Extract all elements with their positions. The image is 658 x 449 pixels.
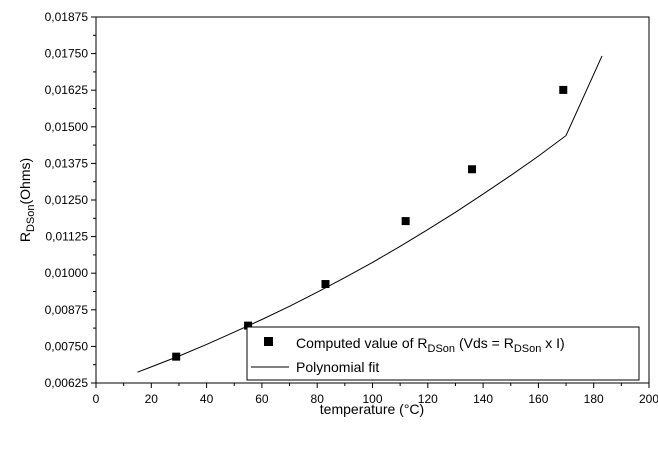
legend: Computed value of RDSon (Vds = RDSon x I… — [246, 326, 640, 381]
data-point-marker — [468, 165, 477, 174]
y-tick-label: 0,01750 — [45, 47, 89, 61]
x-tick-label: 180 — [584, 392, 604, 406]
data-point-marker — [321, 280, 330, 289]
x-tick-label: 120 — [418, 392, 438, 406]
legend-box — [246, 326, 640, 381]
x-tick-label: 40 — [200, 392, 214, 406]
x-tick-label: 80 — [311, 392, 325, 406]
y-axis-title: RDSon(Ohms) — [17, 158, 37, 242]
data-points — [172, 85, 568, 361]
x-tick-label: 200 — [639, 392, 658, 406]
x-tick-label: 20 — [145, 392, 159, 406]
data-point-marker — [559, 85, 568, 94]
y-axis: 0,00625 0,00750 0,00875 0,01000 0,01125 0,012… — [45, 10, 96, 390]
y-tick-label: 0,01250 — [45, 193, 89, 207]
x-tick-label: 0 — [93, 392, 100, 406]
y-tick-label: 0,00875 — [45, 303, 89, 317]
y-tick-label: 0,01625 — [45, 83, 89, 97]
polynomial-fit-line — [137, 55, 603, 373]
y-tick-label: 0,01125 — [46, 230, 89, 244]
legend-marker-square — [264, 337, 273, 346]
legend-label-fit: Polynomial fit — [296, 359, 379, 375]
y-tick-label: 0,00750 — [45, 339, 89, 353]
y-tick-label: 0,01000 — [45, 266, 89, 280]
data-point-marker — [401, 217, 410, 226]
data-point-marker — [172, 352, 181, 361]
x-tick-label: 160 — [528, 392, 548, 406]
data-point-marker — [244, 321, 253, 330]
x-tick-label: 100 — [362, 392, 382, 406]
x-axis: 0 20 40 60 80 100 120 140 160 180 200 — [93, 383, 658, 406]
x-tick-label: 60 — [255, 392, 269, 406]
y-tick-label: 0,01375 — [45, 156, 89, 170]
y-tick-label: 0,01500 — [45, 120, 89, 134]
x-axis-title: temperature (°C) — [320, 401, 424, 417]
y-tick-label: 0,00625 — [45, 376, 89, 390]
x-tick-label: 140 — [473, 392, 493, 406]
y-tick-label: 0,01875 — [45, 10, 89, 24]
legend-label-computed: Computed value of RDSon (Vds = RDSon x I… — [296, 335, 565, 355]
